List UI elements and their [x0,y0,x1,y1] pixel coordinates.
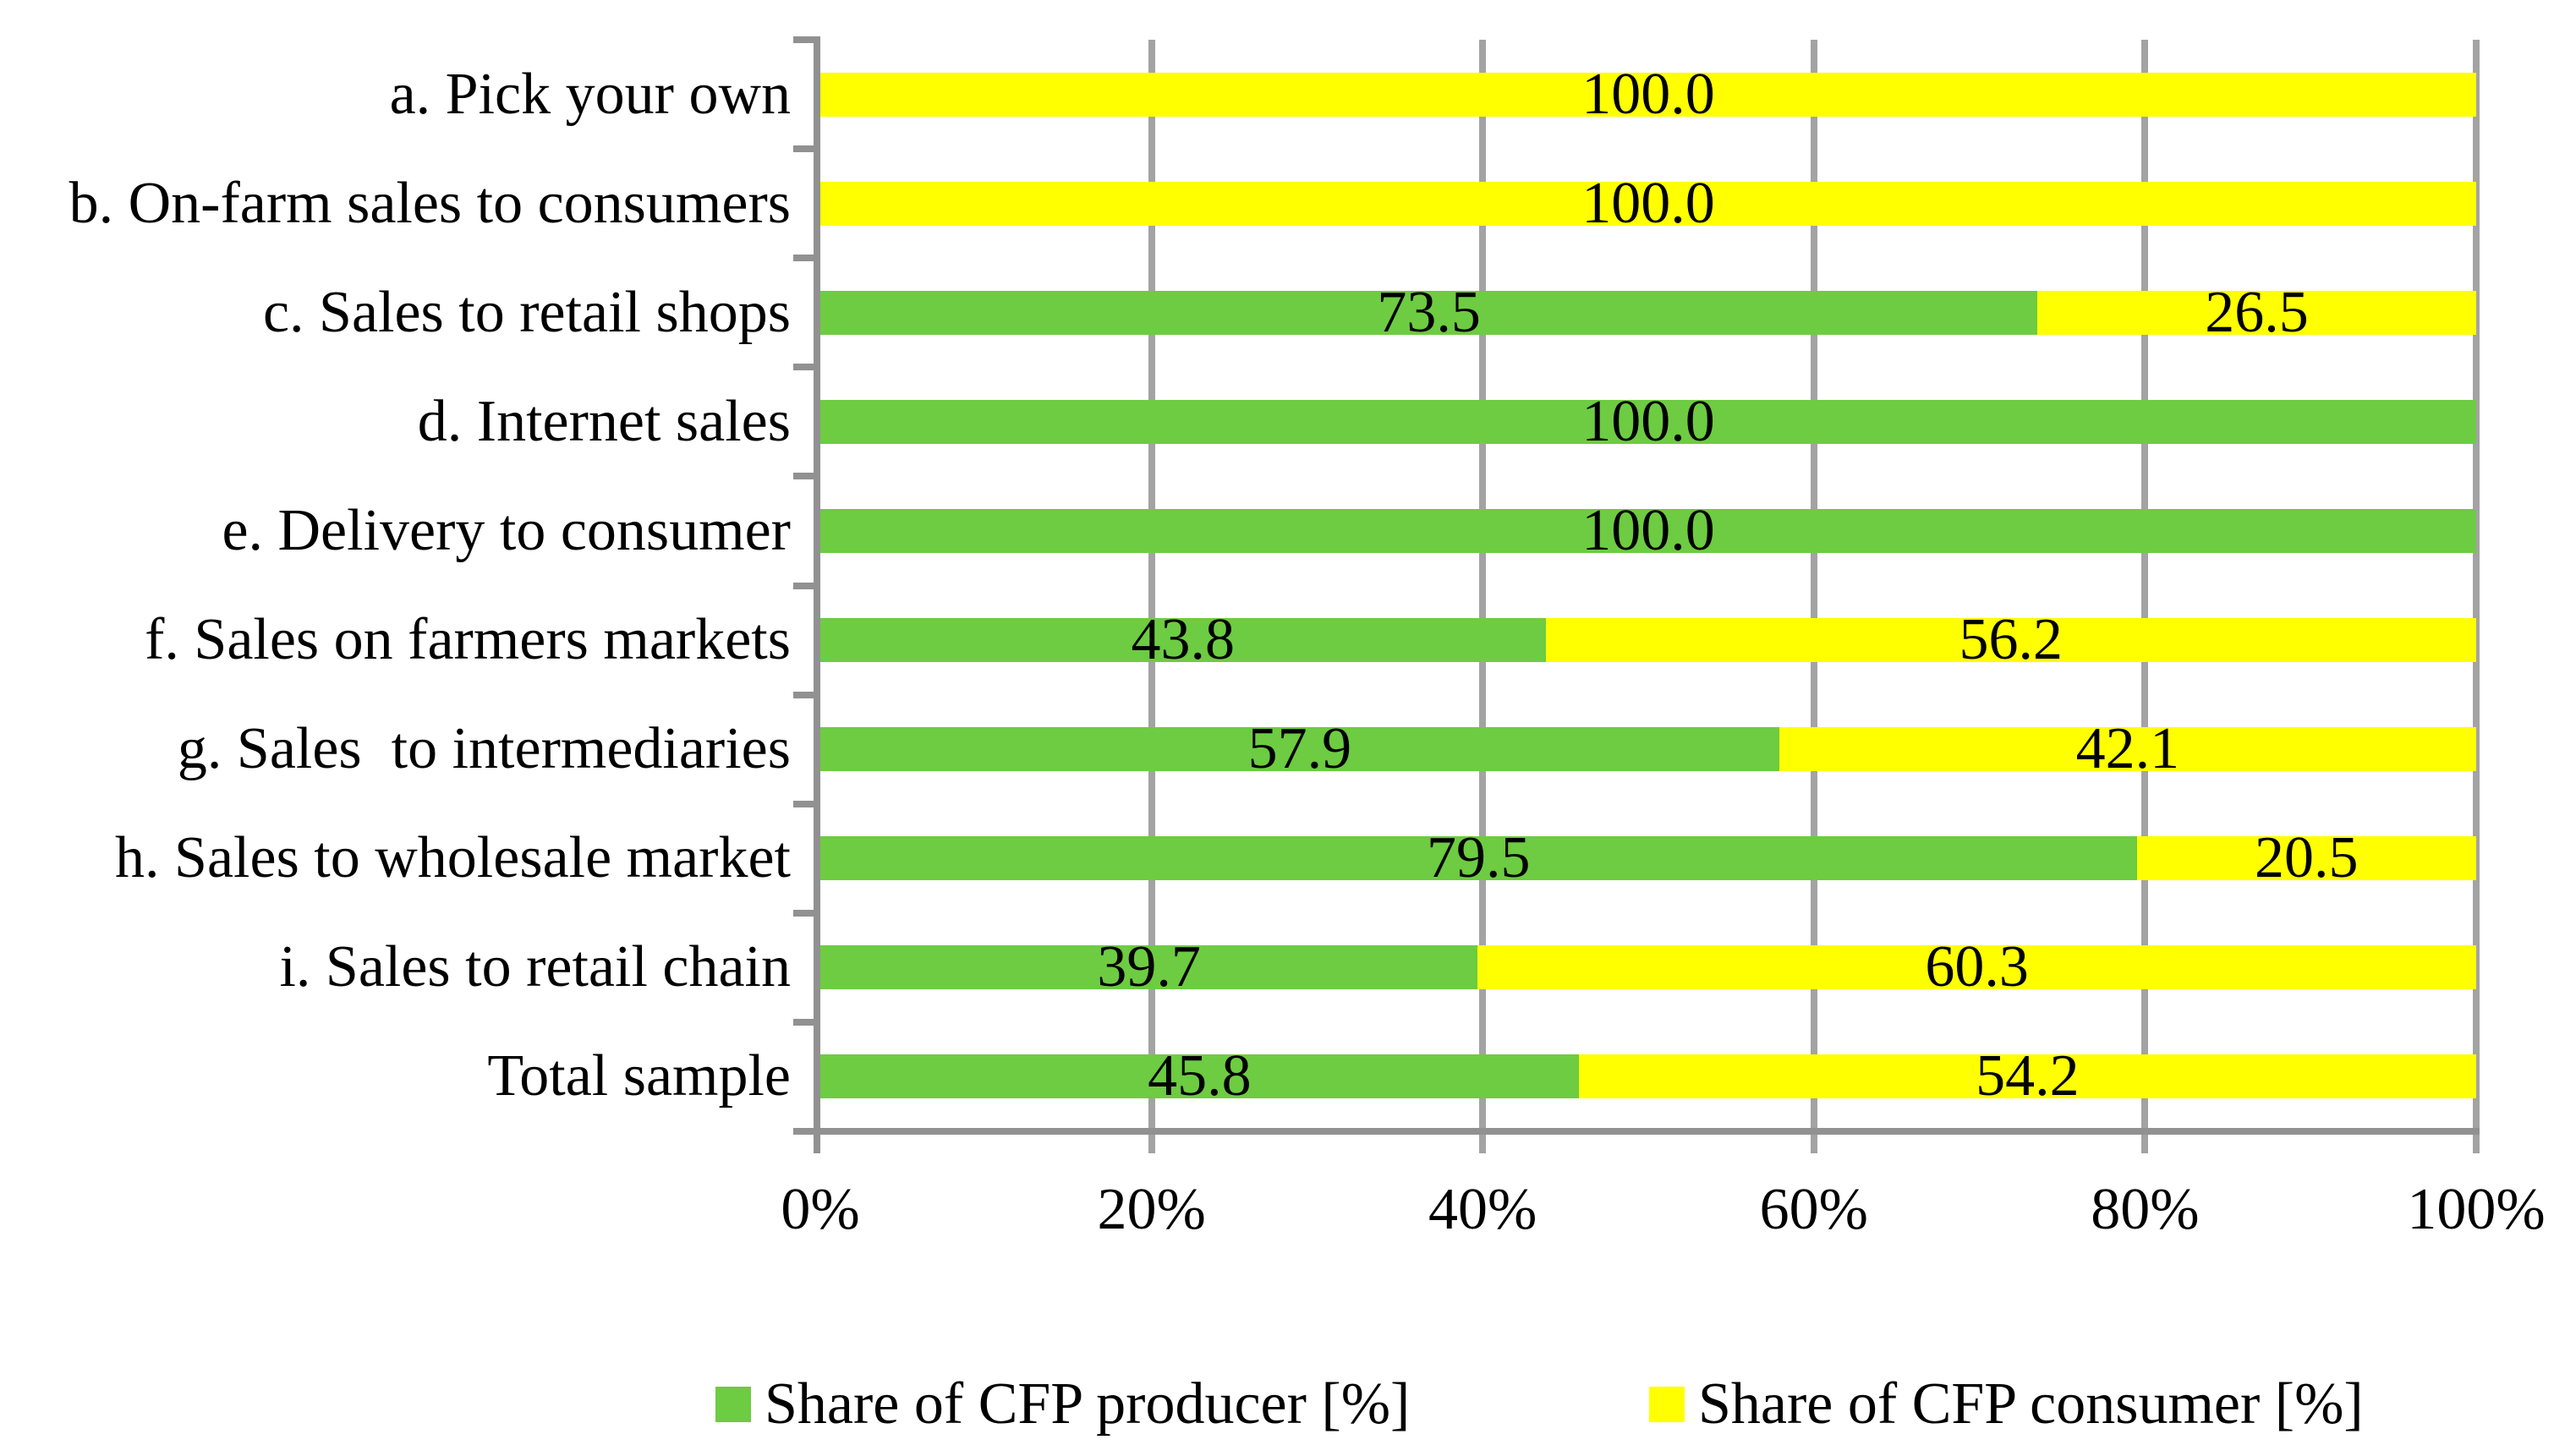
y-axis-tick [793,1128,820,1135]
value-label: 73.5 [1377,279,1481,345]
category-label: e. Delivery to consumer [222,497,791,563]
category-label: a. Pick your own [389,61,791,127]
gridline [2141,40,2149,1153]
bar-segment-producer [820,1054,1579,1099]
y-axis-tick [793,255,820,262]
legend-entry-producer: Share of CFP producer [%] [715,1375,1410,1434]
value-label: 54.2 [1976,1043,2080,1109]
bar-segment-producer [820,945,1478,990]
value-label: 26.5 [2205,279,2309,345]
category-label: i. Sales to retail chain [279,934,791,1000]
bar-segment-producer [820,399,2476,444]
gridline [1810,40,1817,1153]
bar-segment-producer [820,727,1779,772]
category-label: h. Sales to wholesale market [115,825,791,891]
x-tick-label: 80% [2091,1177,2200,1242]
y-axis-tick [793,473,820,480]
bar-segment-consumer [2037,290,2476,335]
category-label: g. Sales to intermediaries [177,716,791,782]
gridline [1479,40,1487,1153]
bar-segment-producer [820,290,2038,335]
bar-segment-consumer [1545,618,2476,663]
bar-segment-consumer [2136,836,2476,881]
y-axis-tick [793,800,820,807]
value-label: 100.0 [1581,170,1715,236]
y-axis-tick [793,1018,820,1026]
x-tick-label: 100% [2407,1177,2546,1242]
y-axis-tick [793,145,820,153]
bar-segment-producer [820,618,1546,663]
value-label: 39.7 [1097,934,1201,1000]
x-tick-label: 60% [1759,1177,1868,1242]
x-tick-label: 40% [1428,1177,1537,1242]
value-label: 57.9 [1247,716,1352,782]
bar-segment-consumer [820,181,2476,226]
category-label: d. Internet sales [417,388,791,454]
value-label: 100.0 [1581,497,1715,563]
gridline [1148,40,1155,1153]
x-tick-label: 0% [781,1177,860,1242]
value-label: 43.8 [1131,607,1236,673]
value-label: 60.3 [1925,934,2029,1000]
value-label: 56.2 [1959,607,2063,673]
legend-entry-consumer: Share of CFP consumer [%] [1649,1375,2364,1434]
y-axis-tick [793,582,820,589]
y-axis-tick [793,909,820,917]
y-axis-tick [793,691,820,698]
value-label: 45.8 [1148,1043,1252,1109]
x-axis-line [798,1128,2480,1135]
value-label: 42.1 [2075,716,2180,782]
bar-segment-producer [820,508,2476,553]
gridline [2473,40,2480,1153]
legend-swatch-consumer-icon [1649,1387,1685,1422]
legend-swatch-producer-icon [715,1387,751,1422]
x-tick-label: 20% [1097,1177,1206,1242]
y-axis-tick [793,36,820,43]
value-label: 100.0 [1581,61,1715,127]
bar-segment-consumer [1578,1054,2476,1099]
bar-segment-producer [820,836,2137,881]
category-label: b. On-farm sales to consumers [69,170,791,236]
y-axis-tick [793,364,820,371]
category-label: f. Sales on farmers markets [145,607,791,673]
value-label: 79.5 [1427,825,1531,891]
bar-segment-consumer [1778,727,2476,772]
legend-label-consumer: Share of CFP consumer [%] [1698,1371,2364,1437]
category-label: c. Sales to retail shops [262,279,791,345]
category-label: Total sample [487,1043,791,1109]
bar-segment-consumer [820,72,2476,117]
y-axis-line [814,40,820,1153]
legend-label-producer: Share of CFP producer [%] [765,1371,1411,1437]
bar-segment-consumer [1477,945,2476,990]
value-label: 20.5 [2255,825,2359,891]
value-label: 100.0 [1581,388,1715,454]
